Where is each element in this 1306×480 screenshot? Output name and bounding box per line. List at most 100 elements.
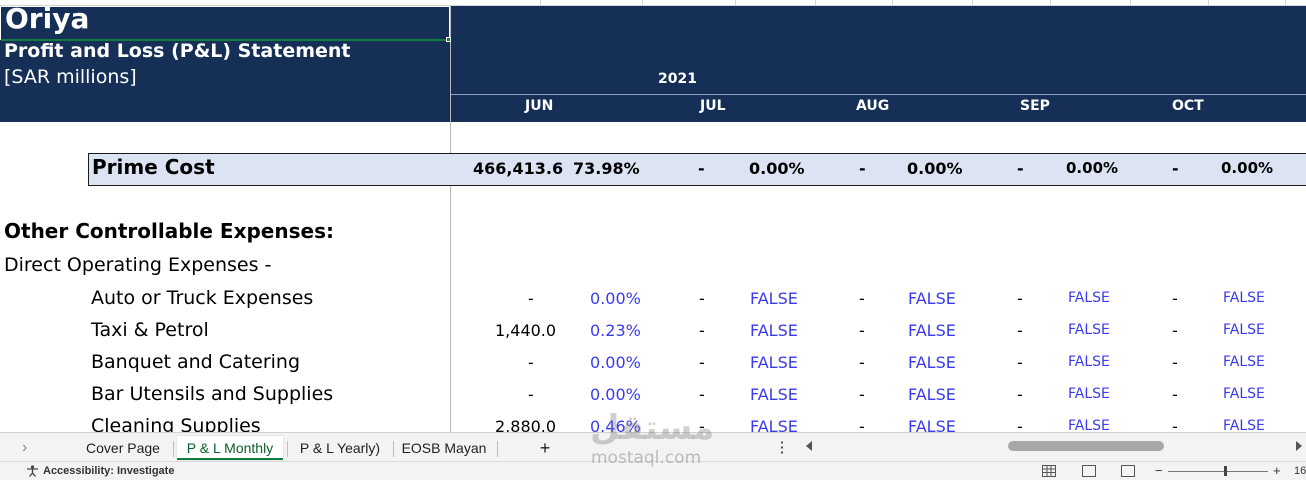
normal-view-icon[interactable]: [1042, 465, 1056, 477]
cell-jul[interactable]: -: [699, 417, 705, 432]
tab-pl-yearly[interactable]: P & L Yearly): [299, 440, 381, 456]
cell-sep[interactable]: -: [1017, 321, 1023, 340]
prime-cost-jun-pct[interactable]: 73.98%: [573, 159, 640, 178]
page-layout-view-icon[interactable]: [1082, 465, 1096, 477]
prime-cost-jul-pct[interactable]: 0.00%: [749, 159, 805, 178]
prime-cost-sep[interactable]: -: [1017, 159, 1024, 178]
spreadsheet-grid[interactable]: Oriya Profit and Loss (P&L) Statement [S…: [0, 0, 1306, 432]
cell-aug[interactable]: -: [859, 289, 865, 308]
cell-oct-pct[interactable]: FALSE: [1223, 354, 1265, 370]
tab-eosb-mayan[interactable]: EOSB Mayan: [401, 440, 487, 456]
fill-handle[interactable]: [446, 37, 451, 42]
cell-sep-pct[interactable]: FALSE: [1068, 322, 1110, 338]
add-sheet-button[interactable]: +: [539, 438, 551, 458]
cell-jun[interactable]: 1,440.0: [495, 321, 557, 340]
tab-pl-monthly[interactable]: P & L Monthly: [177, 436, 283, 460]
scroll-left-icon[interactable]: [800, 438, 1306, 454]
cell-oct[interactable]: -: [1172, 321, 1178, 340]
cell-jul-pct[interactable]: FALSE: [750, 385, 798, 404]
cell-jun-pct[interactable]: 0.00%: [590, 353, 641, 372]
year-label[interactable]: 2021: [658, 71, 697, 87]
cell-aug[interactable]: -: [859, 321, 865, 340]
prime-cost-aug-pct[interactable]: 0.00%: [907, 159, 963, 178]
section-subheading[interactable]: Direct Operating Expenses -: [4, 254, 272, 276]
cell-aug-pct[interactable]: FALSE: [908, 353, 956, 372]
prime-cost-sep-pct[interactable]: 0.00%: [1066, 159, 1119, 177]
expense-label[interactable]: Taxi & Petrol: [91, 319, 209, 341]
prime-cost-aug[interactable]: -: [859, 159, 866, 178]
cell-jul[interactable]: -: [699, 385, 705, 404]
cell-aug[interactable]: -: [859, 385, 865, 404]
cell-aug-pct[interactable]: FALSE: [908, 321, 956, 340]
cell-jun-pct[interactable]: 0.00%: [590, 385, 641, 404]
cell-jul[interactable]: -: [699, 289, 705, 308]
more-options-icon[interactable]: ⋮: [774, 439, 790, 456]
cell-jul-pct[interactable]: FALSE: [750, 321, 798, 340]
expense-label[interactable]: Cleaning Supplies: [91, 415, 261, 432]
cell-jul-pct[interactable]: FALSE: [750, 353, 798, 372]
accessibility-icon[interactable]: [26, 465, 39, 480]
expense-label[interactable]: Banquet and Catering: [91, 351, 301, 373]
cell-jun-pct[interactable]: 0.00%: [590, 289, 641, 308]
prime-cost-jul[interactable]: -: [698, 159, 705, 178]
cell-oct[interactable]: -: [1172, 417, 1178, 432]
cell-sep[interactable]: -: [1017, 385, 1023, 404]
cell-aug[interactable]: -: [859, 417, 865, 432]
cell-sep[interactable]: -: [1017, 417, 1023, 432]
prime-cost-jun[interactable]: 466,413.6: [473, 159, 564, 178]
zoom-slider-thumb[interactable]: [1224, 466, 1227, 476]
zoom-out-button[interactable]: −: [1155, 463, 1163, 478]
cell-aug[interactable]: -: [859, 353, 865, 372]
selected-cell[interactable]: [0, 6, 450, 41]
cell-sep[interactable]: -: [1017, 353, 1023, 372]
cell-jun[interactable]: 2,880.0: [495, 417, 557, 432]
month-header-jul[interactable]: JUL: [700, 98, 726, 114]
cell-aug-pct[interactable]: FALSE: [908, 417, 956, 432]
cell-jul[interactable]: -: [699, 353, 705, 372]
cell-sep-pct[interactable]: FALSE: [1068, 418, 1110, 432]
page-break-view-icon[interactable]: [1121, 465, 1135, 477]
prime-cost-oct[interactable]: -: [1172, 159, 1179, 178]
cell-jul-pct[interactable]: FALSE: [750, 289, 798, 308]
prime-cost-label[interactable]: Prime Cost: [92, 155, 215, 179]
statement-title[interactable]: Profit and Loss (P&L) Statement: [4, 40, 351, 62]
cell-jun-pct[interactable]: 0.46%: [590, 417, 641, 432]
month-header-oct[interactable]: OCT: [1172, 98, 1204, 114]
cell-jun[interactable]: -: [528, 385, 534, 404]
cell-jul[interactable]: -: [699, 321, 705, 340]
cell-aug-pct[interactable]: FALSE: [908, 289, 956, 308]
chevron-right-icon[interactable]: ›: [22, 439, 28, 456]
cell-jun[interactable]: -: [528, 289, 534, 308]
cell-oct-pct[interactable]: FALSE: [1223, 290, 1265, 306]
cell-jul-pct[interactable]: FALSE: [750, 417, 798, 432]
tab-cover-page[interactable]: Cover Page: [86, 440, 160, 456]
cell-oct[interactable]: -: [1172, 385, 1178, 404]
zoom-level[interactable]: 16: [1294, 465, 1306, 477]
zoom-slider[interactable]: [1168, 471, 1268, 472]
company-name[interactable]: Oriya: [5, 2, 90, 35]
cell-sep[interactable]: -: [1017, 289, 1023, 308]
units-label[interactable]: [SAR millions]: [4, 66, 137, 88]
horizontal-scrollbar[interactable]: [800, 438, 1306, 454]
month-header-sep[interactable]: SEP: [1020, 98, 1050, 114]
month-header-aug[interactable]: AUG: [856, 98, 890, 114]
cell-sep-pct[interactable]: FALSE: [1068, 290, 1110, 306]
expense-label[interactable]: Bar Utensils and Supplies: [91, 383, 334, 405]
cell-oct-pct[interactable]: FALSE: [1223, 322, 1265, 338]
cell-sep-pct[interactable]: FALSE: [1068, 386, 1110, 402]
cell-aug-pct[interactable]: FALSE: [908, 385, 956, 404]
scrollbar-thumb[interactable]: [1008, 441, 1164, 451]
prime-cost-oct-pct[interactable]: 0.00%: [1221, 159, 1274, 177]
cell-oct[interactable]: -: [1172, 353, 1178, 372]
prime-cost-row[interactable]: [88, 153, 1306, 186]
section-title[interactable]: Other Controllable Expenses:: [4, 219, 334, 243]
month-header-jun[interactable]: JUN: [525, 98, 554, 114]
cell-sep-pct[interactable]: FALSE: [1068, 354, 1110, 370]
zoom-in-button[interactable]: +: [1273, 463, 1281, 478]
cell-jun-pct[interactable]: 0.23%: [590, 321, 641, 340]
cell-jun[interactable]: -: [528, 353, 534, 372]
cell-oct[interactable]: -: [1172, 289, 1178, 308]
cell-oct-pct[interactable]: FALSE: [1223, 418, 1265, 432]
cell-oct-pct[interactable]: FALSE: [1223, 386, 1265, 402]
expense-label[interactable]: Auto or Truck Expenses: [91, 287, 314, 309]
